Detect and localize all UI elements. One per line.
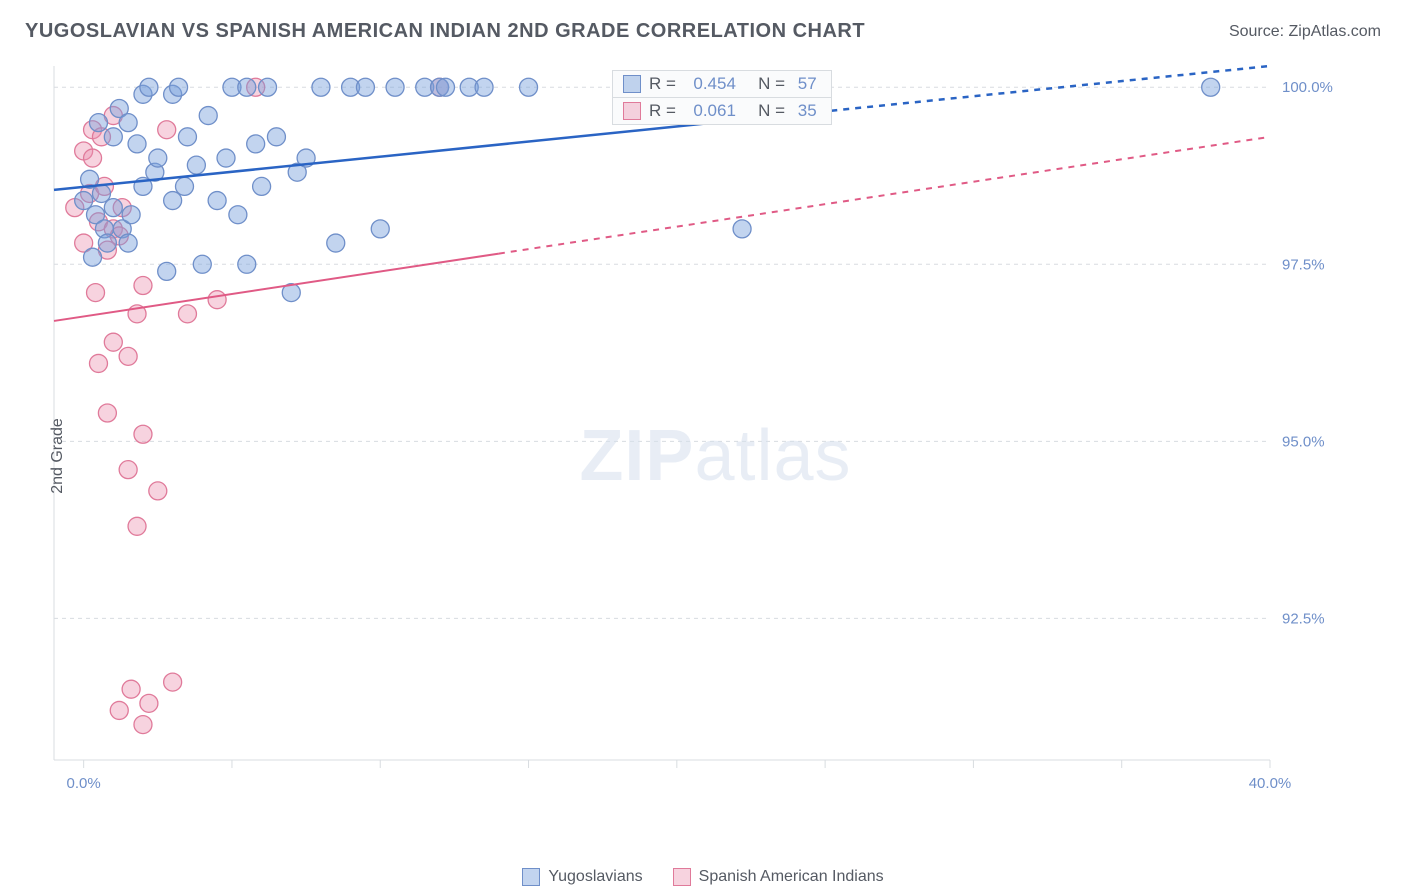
data-point [208, 291, 226, 309]
source-link[interactable]: ZipAtlas.com [1289, 23, 1381, 40]
data-point [733, 220, 751, 238]
y-tick-label: 100.0% [1282, 79, 1333, 96]
legend-r-label: R = [649, 74, 685, 94]
data-point [104, 128, 122, 146]
data-point [178, 305, 196, 323]
data-point [238, 78, 256, 96]
legend-n-value: 35 [798, 101, 817, 121]
source-prefix: Source: [1229, 23, 1289, 40]
y-tick-label: 92.5% [1282, 610, 1325, 627]
data-point [128, 517, 146, 535]
data-point [158, 121, 176, 139]
data-point [89, 114, 107, 132]
data-point [187, 156, 205, 174]
data-point [170, 78, 188, 96]
data-point [247, 135, 265, 153]
correlation-legend: R = 0.454 N = 57R = 0.061 N = 35 [612, 70, 832, 125]
x-tick-label: 0.0% [67, 775, 101, 792]
data-point [122, 206, 140, 224]
data-point [140, 694, 158, 712]
data-point [356, 78, 374, 96]
data-point [122, 680, 140, 698]
data-point [149, 482, 167, 500]
regression-line [54, 254, 499, 321]
data-point [199, 107, 217, 125]
legend-n-label: N = [744, 74, 790, 94]
data-point [312, 78, 330, 96]
legend-n-value: 57 [798, 74, 817, 94]
data-point [208, 192, 226, 210]
legend-swatch [673, 868, 691, 886]
data-point [134, 277, 152, 295]
x-tick-label: 40.0% [1249, 775, 1292, 792]
data-point [128, 135, 146, 153]
series-legend-item: Yugoslavians [522, 868, 642, 886]
data-point [87, 284, 105, 302]
data-point [104, 199, 122, 217]
data-point [134, 425, 152, 443]
data-point [119, 114, 137, 132]
regression-line-extrapolated [795, 66, 1270, 114]
data-point [193, 255, 211, 273]
data-point [140, 78, 158, 96]
chart-area: 2nd Grade 92.5% 95.0% 97.5% 100.0% 0.0% 40.0%… [50, 60, 1381, 852]
data-point [110, 701, 128, 719]
chart-header: YUGOSLAVIAN VS SPANISH AMERICAN INDIAN 2… [0, 0, 1406, 53]
data-point [371, 220, 389, 238]
data-point [119, 347, 137, 365]
data-point [229, 206, 247, 224]
series-legend: Yugoslavians Spanish American Indians [0, 868, 1406, 886]
legend-row: R = 0.454 N = 57 [613, 71, 831, 98]
series-legend-label: Spanish American Indians [699, 868, 884, 886]
data-point [134, 716, 152, 734]
data-point [327, 234, 345, 252]
data-point [259, 78, 277, 96]
data-point [89, 354, 107, 372]
y-axis-label: 2nd Grade [49, 418, 67, 494]
data-point [386, 78, 404, 96]
series-legend-label: Yugoslavians [548, 868, 642, 886]
legend-r-value: 0.061 [693, 101, 736, 121]
data-point [253, 177, 271, 195]
data-point [436, 78, 454, 96]
data-point [475, 78, 493, 96]
data-point [164, 673, 182, 691]
data-point [158, 262, 176, 280]
legend-row: R = 0.061 N = 35 [613, 98, 831, 124]
legend-r-value: 0.454 [693, 74, 736, 94]
scatter-plot: 92.5% 95.0% 97.5% 100.0% 0.0% 40.0% [50, 60, 1350, 800]
legend-swatch [522, 868, 540, 886]
data-point [267, 128, 285, 146]
data-point [84, 149, 102, 167]
data-point [217, 149, 235, 167]
legend-r-label: R = [649, 101, 685, 121]
regression-line-extrapolated [499, 137, 1270, 254]
data-point [104, 333, 122, 351]
y-tick-label: 95.0% [1282, 433, 1325, 450]
data-point [98, 234, 116, 252]
series-legend-item: Spanish American Indians [673, 868, 884, 886]
data-point [238, 255, 256, 273]
chart-title: YUGOSLAVIAN VS SPANISH AMERICAN INDIAN 2… [25, 20, 865, 43]
data-point [1202, 78, 1220, 96]
data-point [178, 128, 196, 146]
legend-n-label: N = [744, 101, 790, 121]
data-point [98, 404, 116, 422]
data-point [175, 177, 193, 195]
data-point [84, 248, 102, 266]
y-tick-label: 97.5% [1282, 256, 1325, 273]
data-point [149, 149, 167, 167]
data-point [119, 461, 137, 479]
data-point [119, 234, 137, 252]
legend-swatch [623, 75, 641, 93]
source-attribution: Source: ZipAtlas.com [1229, 23, 1381, 41]
legend-swatch [623, 102, 641, 120]
data-point [520, 78, 538, 96]
